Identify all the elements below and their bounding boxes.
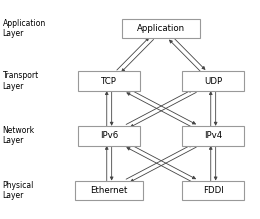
Bar (122, 19, 200, 38)
Text: IPv4: IPv4 (204, 131, 222, 140)
Text: Application: Application (137, 24, 185, 33)
Text: UDP: UDP (204, 76, 222, 86)
Text: Application
Layer: Application Layer (3, 19, 46, 38)
Bar (75, 181, 143, 200)
Text: FDDI: FDDI (203, 186, 224, 195)
Text: Physical
Layer: Physical Layer (3, 181, 34, 200)
Bar (78, 71, 140, 91)
Text: Network
Layer: Network Layer (3, 126, 35, 145)
Bar (78, 126, 140, 146)
Bar (182, 126, 244, 146)
Bar (182, 181, 244, 200)
Text: TCP: TCP (101, 76, 117, 86)
Bar (182, 71, 244, 91)
Text: Ethernet: Ethernet (90, 186, 128, 195)
Text: IPv6: IPv6 (100, 131, 118, 140)
Text: Transport
Layer: Transport Layer (3, 71, 39, 91)
